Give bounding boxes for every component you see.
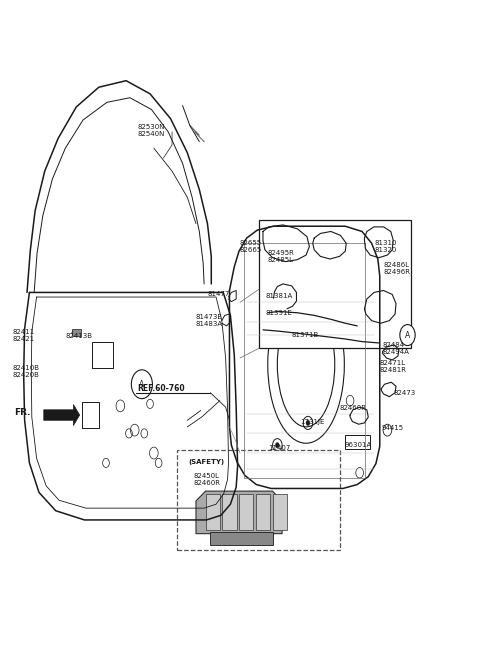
Text: 82460R: 82460R — [339, 405, 367, 411]
Text: 81391E: 81391E — [266, 309, 293, 316]
Text: 82413B: 82413B — [65, 333, 92, 340]
Text: A: A — [405, 330, 410, 340]
Text: FR.: FR. — [14, 408, 31, 417]
Text: 82410B
82420B: 82410B 82420B — [12, 365, 40, 378]
Circle shape — [276, 443, 279, 448]
Text: 81381A: 81381A — [266, 293, 293, 299]
Bar — [177, 451, 339, 550]
Text: 81371B: 81371B — [292, 332, 319, 338]
Text: A: A — [139, 380, 144, 389]
Text: 81477: 81477 — [207, 292, 230, 298]
Text: REF.60-760: REF.60-760 — [137, 384, 185, 394]
Text: 82471L
82481R: 82471L 82481R — [380, 360, 407, 373]
Text: 82530N
82540N: 82530N 82540N — [137, 124, 165, 137]
Text: 82486L
82496R: 82486L 82496R — [384, 261, 410, 275]
Circle shape — [306, 420, 310, 426]
Bar — [345, 435, 370, 449]
Bar — [273, 494, 287, 530]
Text: 81473E
81483A: 81473E 81483A — [196, 314, 223, 327]
Text: 81310
81320: 81310 81320 — [375, 240, 397, 253]
Polygon shape — [196, 491, 282, 533]
Polygon shape — [44, 405, 80, 426]
Text: 82411
82421: 82411 82421 — [12, 328, 35, 342]
Polygon shape — [210, 532, 273, 545]
Circle shape — [400, 325, 415, 346]
Text: (SAFETY): (SAFETY) — [189, 459, 225, 464]
Bar — [259, 220, 411, 348]
Text: 94415: 94415 — [381, 425, 403, 431]
Text: 11407: 11407 — [268, 445, 290, 451]
Text: 82473: 82473 — [393, 390, 415, 396]
Text: 1731JE: 1731JE — [300, 419, 324, 424]
Bar — [256, 494, 270, 530]
Bar — [205, 494, 220, 530]
Text: 82495R
82485L: 82495R 82485L — [268, 250, 295, 263]
Polygon shape — [72, 328, 81, 336]
Bar — [239, 494, 253, 530]
Text: 82450L
82460R: 82450L 82460R — [193, 473, 221, 486]
Text: 82655
82665: 82655 82665 — [240, 240, 262, 253]
Text: 96301A: 96301A — [344, 442, 372, 448]
Bar — [222, 494, 237, 530]
Text: 82484
82494A: 82484 82494A — [383, 342, 409, 355]
